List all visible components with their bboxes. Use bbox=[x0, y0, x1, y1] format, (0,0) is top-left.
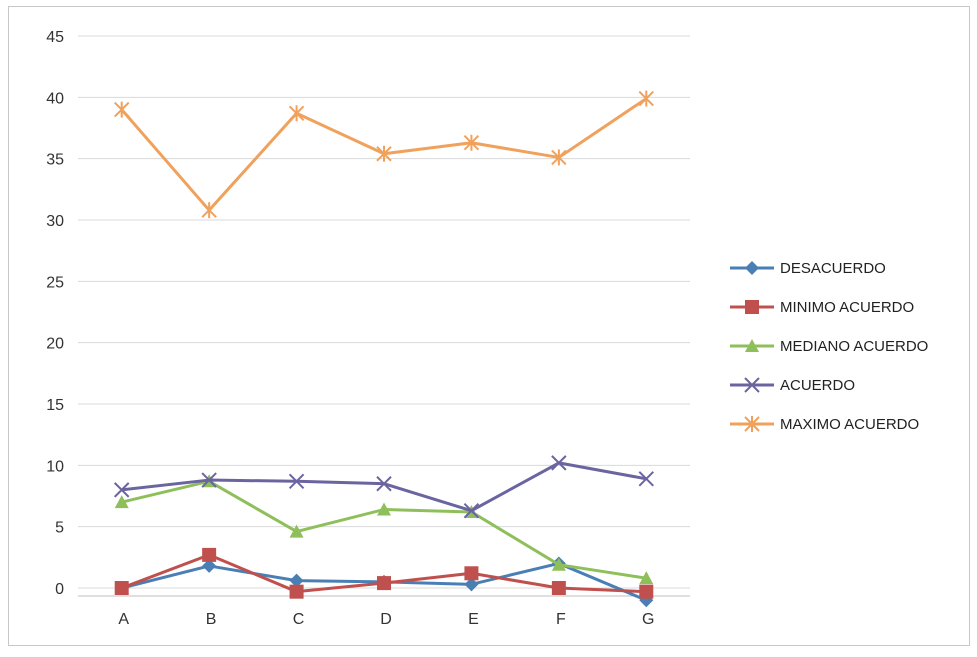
y-axis-ticks: 0 5 10 15 20 25 30 35 40 45 bbox=[46, 29, 64, 598]
y-tick-label: 35 bbox=[46, 152, 64, 169]
chart-frame bbox=[8, 6, 970, 646]
x-tick-label: D bbox=[380, 611, 392, 628]
legend-item: MEDIANO ACUERDO bbox=[730, 338, 928, 355]
legend-label: ACUERDO bbox=[780, 377, 855, 394]
y-tick-label: 20 bbox=[46, 336, 64, 353]
series-line bbox=[121, 479, 647, 580]
data-point bbox=[376, 476, 392, 492]
data-point bbox=[289, 573, 304, 588]
y-tick-label: 15 bbox=[46, 397, 64, 414]
marker-stroke bbox=[376, 476, 392, 492]
data-point bbox=[114, 495, 129, 509]
data-point bbox=[638, 90, 654, 107]
x-tick-label: F bbox=[556, 611, 566, 628]
legend-label: DESACUERDO bbox=[780, 260, 886, 277]
data-point bbox=[377, 502, 391, 516]
data-point bbox=[289, 584, 304, 599]
legend: DESACUERDO MINIMO ACUERDO MEDIANO ACUERDO A… bbox=[730, 260, 928, 433]
data-point bbox=[638, 471, 654, 487]
data-point bbox=[114, 482, 130, 498]
marker-stroke bbox=[463, 503, 480, 519]
data-point bbox=[288, 473, 305, 489]
x-tick-label: E bbox=[468, 611, 479, 628]
data-point bbox=[463, 134, 480, 151]
data-point bbox=[114, 581, 129, 595]
series-maximo-acuerdo bbox=[114, 90, 654, 219]
data-point bbox=[377, 576, 391, 591]
y-tick-label: 0 bbox=[55, 581, 64, 598]
series-acuerdo bbox=[114, 455, 654, 519]
marker-stroke bbox=[288, 473, 305, 489]
data-point bbox=[289, 524, 304, 538]
legend-item: DESACUERDO bbox=[730, 260, 886, 277]
x-axis-ticks: A B C D E F G bbox=[118, 611, 654, 628]
x-tick-label: A bbox=[118, 611, 129, 628]
data-point bbox=[551, 557, 566, 571]
y-tick-label: 45 bbox=[46, 29, 64, 46]
legend-item: MINIMO ACUERDO bbox=[730, 299, 914, 316]
data-point bbox=[551, 149, 567, 166]
data-point bbox=[551, 455, 567, 471]
data-point bbox=[745, 339, 759, 352]
data-point bbox=[745, 300, 759, 314]
data-point bbox=[744, 416, 760, 432]
y-tick-label: 25 bbox=[46, 274, 64, 291]
data-point bbox=[202, 558, 217, 573]
y-tick-label: 5 bbox=[55, 520, 64, 537]
marker-stroke bbox=[551, 455, 567, 471]
series-lines bbox=[114, 90, 654, 608]
y-tick-label: 30 bbox=[46, 213, 64, 230]
y-tick-label: 40 bbox=[46, 90, 64, 107]
data-point bbox=[202, 547, 217, 562]
data-point bbox=[376, 145, 392, 162]
data-point bbox=[551, 581, 566, 595]
legend-label: MAXIMO ACUERDO bbox=[780, 416, 919, 433]
data-point bbox=[745, 261, 759, 275]
data-point bbox=[114, 101, 130, 118]
marker-stroke bbox=[638, 471, 654, 487]
marker-stroke bbox=[201, 472, 217, 488]
y-tick-label: 10 bbox=[46, 458, 64, 475]
data-point bbox=[201, 472, 217, 488]
legend-item: MAXIMO ACUERDO bbox=[730, 416, 919, 433]
legend-item: ACUERDO bbox=[730, 377, 855, 394]
legend-label: MEDIANO ACUERDO bbox=[780, 338, 928, 355]
data-point bbox=[744, 377, 760, 393]
legend-label: MINIMO ACUERDO bbox=[780, 299, 914, 316]
marker-stroke bbox=[744, 377, 760, 393]
data-point bbox=[639, 571, 654, 585]
data-point bbox=[463, 503, 480, 519]
x-tick-label: B bbox=[206, 611, 217, 628]
data-point bbox=[639, 584, 654, 599]
data-point bbox=[464, 577, 479, 592]
data-point bbox=[201, 202, 217, 219]
data-point bbox=[464, 566, 479, 581]
x-tick-label: G bbox=[642, 611, 654, 628]
x-tick-label: C bbox=[293, 611, 305, 628]
marker-stroke bbox=[114, 482, 130, 498]
series-mediano-acuerdo bbox=[114, 474, 654, 585]
series-minimo-acuerdo bbox=[114, 547, 654, 599]
data-point bbox=[288, 105, 305, 122]
